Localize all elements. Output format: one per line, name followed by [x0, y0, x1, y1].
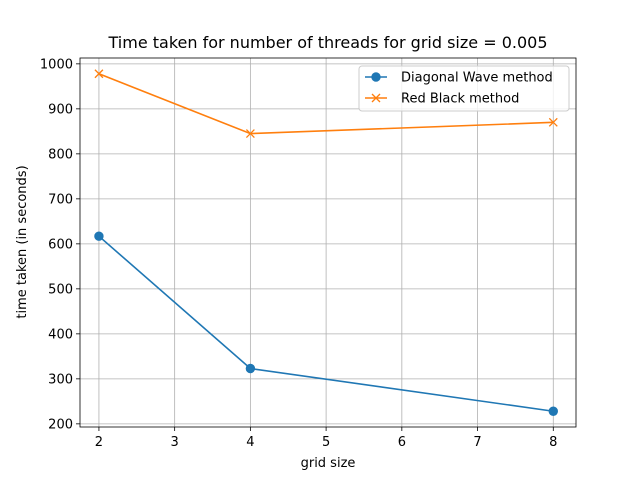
y-tick-label: 400 [48, 327, 73, 342]
y-axis-label: time taken (in seconds) [15, 165, 30, 318]
data-point-red-black-method [245, 129, 255, 139]
legend-box [358, 65, 570, 112]
y-tick-label: 600 [48, 237, 73, 252]
x-tick-label: 3 [171, 435, 179, 450]
series-red-black-method [94, 69, 558, 139]
x-tick-label: 7 [473, 435, 481, 450]
x-tick-label: 4 [246, 435, 254, 450]
data-point-diagonal-wave-method [94, 231, 104, 241]
chart-title: Time taken for number of threads for gri… [108, 33, 548, 52]
legend: Diagonal Wave method Red Black method [358, 65, 570, 112]
y-tick-label: 900 [48, 102, 73, 117]
y-tick-label: 800 [48, 147, 73, 162]
x-tick-label: 2 [95, 435, 103, 450]
x-axis-label: grid size [301, 456, 356, 471]
data-series [94, 69, 558, 416]
y-axis-ticks: 200 300 400 500 600 700 800 900 1000 [40, 57, 80, 432]
y-tick-label: 200 [48, 417, 73, 432]
data-point-diagonal-wave-method [245, 363, 256, 374]
x-tick-label: 8 [549, 435, 557, 450]
grid-lines [80, 58, 576, 427]
legend-label: Red Black method [401, 92, 519, 107]
y-tick-label: 700 [48, 192, 73, 207]
y-tick-label: 500 [48, 282, 73, 297]
legend-swatch-marker [371, 93, 381, 103]
x-tick-label: 5 [322, 435, 330, 450]
legend-entry: Red Black method [365, 92, 519, 107]
legend-entry: Diagonal Wave method [365, 71, 553, 86]
data-point-diagonal-wave-method [548, 406, 558, 416]
data-point-red-black-method [94, 69, 104, 79]
x-axis-ticks: 2 3 4 5 6 7 8 [95, 427, 557, 450]
series-diagonal-wave-method [94, 231, 558, 416]
y-tick-label: 1000 [40, 57, 73, 72]
x-tick-label: 6 [398, 435, 406, 450]
y-tick-label: 300 [48, 372, 73, 387]
legend-swatch-marker [371, 72, 381, 82]
plot-frame [79, 57, 577, 428]
legend-label: Diagonal Wave method [401, 71, 553, 86]
data-point-red-black-method [548, 117, 558, 127]
